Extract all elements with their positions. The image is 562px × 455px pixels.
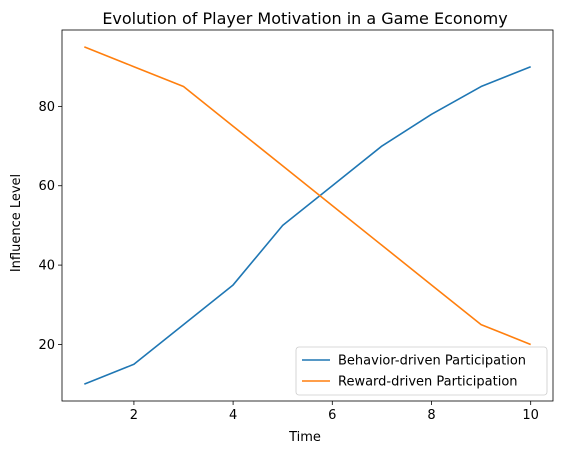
x-tick-label: 2 bbox=[130, 408, 138, 423]
y-tick-label: 80 bbox=[38, 100, 55, 115]
plot-frame bbox=[61, 29, 554, 402]
x-tick-label: 4 bbox=[229, 408, 237, 423]
legend: Behavior-driven Participation Reward-driv… bbox=[295, 346, 548, 396]
chart-title: Evolution of Player Motivation in a Game… bbox=[102, 9, 507, 28]
x-axis: 2 4 6 8 10 bbox=[130, 401, 539, 423]
y-tick-label: 60 bbox=[38, 179, 55, 194]
y-axis-title: Influence Level bbox=[9, 174, 24, 272]
x-tick-label: 8 bbox=[427, 408, 435, 423]
y-tick-label: 20 bbox=[38, 338, 55, 353]
legend-box bbox=[295, 346, 548, 396]
plot-area bbox=[84, 46, 531, 385]
legend-label-1: Behavior-driven Participation bbox=[338, 354, 526, 369]
x-tick-label: 10 bbox=[522, 408, 539, 423]
series-line-2 bbox=[84, 46, 531, 346]
x-axis-title: Time bbox=[288, 430, 321, 445]
y-tick-label: 40 bbox=[38, 259, 55, 274]
legend-label-2: Reward-driven Participation bbox=[338, 375, 518, 390]
x-tick-label: 6 bbox=[328, 408, 336, 423]
y-axis: 20 40 60 80 bbox=[38, 100, 62, 353]
series-line-1 bbox=[84, 65, 531, 385]
